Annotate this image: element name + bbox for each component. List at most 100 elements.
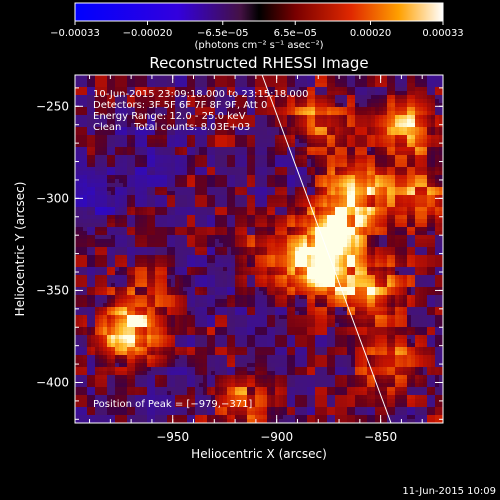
- heatmap-cell: [243, 183, 248, 188]
- heatmap-cell: [111, 223, 116, 228]
- heatmap-cell: [115, 219, 120, 224]
- heatmap-cell: [315, 131, 320, 136]
- heatmap-cell: [411, 207, 416, 212]
- heatmap-cell: [175, 83, 180, 88]
- heatmap-cell: [427, 95, 432, 100]
- heatmap-cell: [203, 215, 208, 220]
- heatmap-cell: [95, 259, 100, 264]
- heatmap-cell: [159, 75, 164, 80]
- heatmap-cell: [431, 115, 436, 120]
- heatmap-cell: [263, 259, 268, 264]
- heatmap-cell: [427, 279, 432, 284]
- heatmap-cell: [91, 107, 96, 112]
- heatmap-cell: [175, 123, 180, 128]
- heatmap-cell: [407, 267, 412, 272]
- heatmap-cell: [415, 219, 420, 224]
- heatmap-cell: [111, 247, 116, 252]
- heatmap-cell: [171, 271, 176, 276]
- heatmap-cell: [159, 167, 164, 172]
- heatmap-cell: [83, 195, 88, 200]
- heatmap-cell: [243, 199, 248, 204]
- heatmap-cell: [155, 275, 160, 280]
- heatmap-cell: [175, 255, 180, 260]
- heatmap-cell: [187, 207, 192, 212]
- heatmap-cell: [167, 159, 172, 164]
- heatmap-cell: [131, 243, 136, 248]
- heatmap-cell: [151, 95, 156, 100]
- heatmap-cell: [155, 127, 160, 132]
- heatmap-cell: [387, 155, 392, 160]
- heatmap-cell: [211, 107, 216, 112]
- heatmap-cell: [363, 235, 368, 240]
- heatmap-cell: [123, 183, 128, 188]
- heatmap-cell: [383, 107, 388, 112]
- heatmap-cell: [163, 79, 168, 84]
- heatmap-cell: [83, 151, 88, 156]
- heatmap-cell: [99, 283, 104, 288]
- heatmap-cell: [407, 255, 412, 260]
- heatmap-cell: [415, 255, 420, 260]
- heatmap-cell: [395, 195, 400, 200]
- heatmap-cell: [279, 203, 284, 208]
- heatmap-cell: [215, 171, 220, 176]
- heatmap-cell: [343, 135, 348, 140]
- heatmap-cell: [303, 191, 308, 196]
- heatmap-cell: [283, 103, 288, 108]
- heatmap-cell: [115, 235, 120, 240]
- heatmap-cell: [367, 243, 372, 248]
- heatmap-cell: [247, 115, 252, 120]
- heatmap-cell: [295, 171, 300, 176]
- heatmap-cell: [235, 207, 240, 212]
- heatmap-cell: [431, 227, 436, 232]
- heatmap-cell: [183, 179, 188, 184]
- heatmap-cell: [215, 151, 220, 156]
- heatmap-cell: [359, 279, 364, 284]
- heatmap-cell: [407, 147, 412, 152]
- heatmap-cell: [175, 263, 180, 268]
- heatmap-cell: [79, 135, 84, 140]
- heatmap-cell: [311, 91, 316, 96]
- heatmap-cell: [75, 91, 80, 96]
- heatmap-cell: [399, 251, 404, 256]
- heatmap-cell: [319, 211, 324, 216]
- heatmap-cell: [207, 143, 212, 148]
- heatmap-cell: [439, 123, 443, 128]
- heatmap-cell: [91, 79, 96, 84]
- heatmap-cell: [395, 155, 400, 160]
- heatmap-cell: [415, 127, 420, 132]
- heatmap-cell: [159, 179, 164, 184]
- heatmap-cell: [111, 235, 116, 240]
- heatmap-cell: [255, 263, 260, 268]
- heatmap-cell: [103, 99, 108, 104]
- heatmap-cell: [431, 167, 436, 172]
- heatmap-cell: [419, 107, 424, 112]
- heatmap-cell: [263, 155, 268, 160]
- heatmap-cell: [371, 151, 376, 156]
- heatmap-cell: [223, 191, 228, 196]
- heatmap-cell: [227, 95, 232, 100]
- heatmap-cell: [411, 119, 416, 124]
- heatmap-cell: [283, 75, 288, 80]
- heatmap-cell: [247, 259, 252, 264]
- heatmap-cell: [179, 91, 184, 96]
- heatmap-cell: [231, 275, 236, 280]
- heatmap-cell: [179, 187, 184, 192]
- heatmap-cell: [299, 223, 304, 228]
- heatmap-cell: [319, 183, 324, 188]
- heatmap-cell: [291, 251, 296, 256]
- heatmap-cell: [399, 127, 404, 132]
- heatmap-cell: [127, 199, 132, 204]
- heatmap-cell: [411, 143, 416, 148]
- heatmap-cell: [195, 283, 200, 288]
- heatmap-cell: [227, 91, 232, 96]
- heatmap-cell: [351, 139, 356, 144]
- heatmap-cell: [127, 131, 132, 136]
- heatmap-cell: [183, 251, 188, 256]
- heatmap-cell: [199, 287, 204, 292]
- heatmap-cell: [319, 191, 324, 196]
- heatmap-cell: [271, 215, 276, 220]
- heatmap-cell: [303, 239, 308, 244]
- heatmap-cell: [95, 91, 100, 96]
- heatmap-cell: [151, 79, 156, 84]
- heatmap-cell: [143, 251, 148, 256]
